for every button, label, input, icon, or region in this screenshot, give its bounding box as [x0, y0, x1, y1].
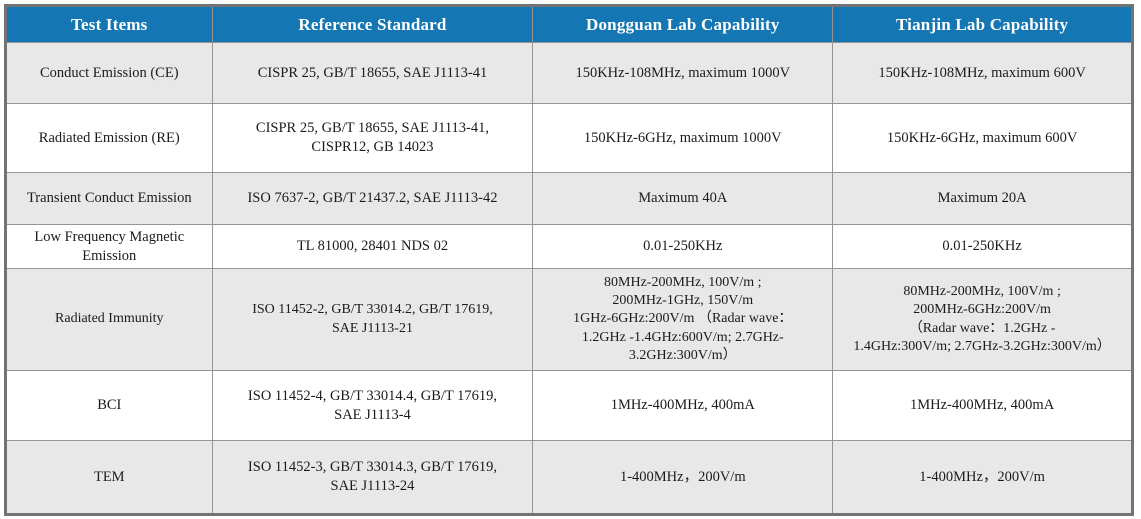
- column-header-test-items: Test Items: [5, 5, 213, 43]
- table-row-radiated-immunity: Radiated Immunity ISO 11452-2, GB/T 3301…: [5, 268, 1133, 371]
- cell-reference-standard: ISO 11452-2, GB/T 33014.2, GB/T 17619, S…: [211, 268, 534, 371]
- column-header-reference-standard: Reference Standard: [211, 5, 534, 43]
- cell-dongguan-capability: 80MHz-200MHz, 100V/m ; 200MHz-1GHz, 150V…: [532, 268, 834, 371]
- cell-dongguan-capability: 150KHz-108MHz, maximum 1000V: [532, 42, 834, 104]
- table-row-radiated-emission: Radiated Emission (RE) CISPR 25, GB/T 18…: [5, 103, 1133, 173]
- cell-tianjin-capability: 150KHz-108MHz, maximum 600V: [832, 42, 1133, 104]
- cell-reference-standard: TL 81000, 28401 NDS 02: [211, 224, 534, 269]
- emc-lab-capability-table: Test Items Reference Standard Dongguan L…: [4, 4, 1134, 516]
- cell-test-item: Conduct Emission (CE): [5, 42, 213, 104]
- cell-test-item: Radiated Immunity: [5, 268, 213, 371]
- cell-dongguan-capability: 1-400MHz，200V/m: [532, 440, 834, 515]
- cell-reference-standard: CISPR 25, GB/T 18655, SAE J1113-41, CISP…: [211, 103, 534, 173]
- cell-reference-standard: ISO 11452-4, GB/T 33014.4, GB/T 17619, S…: [211, 370, 534, 441]
- cell-tianjin-capability: 1-400MHz，200V/m: [832, 440, 1133, 515]
- table-header-row: Test Items Reference Standard Dongguan L…: [5, 5, 1133, 43]
- table-row-conduct-emission: Conduct Emission (CE) CISPR 25, GB/T 186…: [5, 42, 1133, 104]
- cell-test-item: BCI: [5, 370, 213, 441]
- column-header-tianjin-lab-capability: Tianjin Lab Capability: [832, 5, 1133, 43]
- table-row-tem: TEM ISO 11452-3, GB/T 33014.3, GB/T 1761…: [5, 440, 1133, 515]
- table-row-transient-conduct-emission: Transient Conduct Emission ISO 7637-2, G…: [5, 172, 1133, 225]
- cell-dongguan-capability: 1MHz-400MHz, 400mA: [532, 370, 834, 441]
- table-row-low-frequency-magnetic-emission: Low Frequency Magnetic Emission TL 81000…: [5, 224, 1133, 269]
- cell-dongguan-capability: Maximum 40A: [532, 172, 834, 225]
- cell-test-item: Radiated Emission (RE): [5, 103, 213, 173]
- cell-dongguan-capability: 150KHz-6GHz, maximum 1000V: [532, 103, 834, 173]
- cell-tianjin-capability: 80MHz-200MHz, 100V/m ; 200MHz-6GHz:200V/…: [832, 268, 1133, 371]
- cell-tianjin-capability: 0.01-250KHz: [832, 224, 1133, 269]
- cell-reference-standard: CISPR 25, GB/T 18655, SAE J1113-41: [211, 42, 534, 104]
- cell-test-item: Transient Conduct Emission: [5, 172, 213, 225]
- cell-test-item: Low Frequency Magnetic Emission: [5, 224, 213, 269]
- cell-tianjin-capability: 1MHz-400MHz, 400mA: [832, 370, 1133, 441]
- cell-reference-standard: ISO 11452-3, GB/T 33014.3, GB/T 17619, S…: [211, 440, 534, 515]
- cell-tianjin-capability: 150KHz-6GHz, maximum 600V: [832, 103, 1133, 173]
- table-row-bci: BCI ISO 11452-4, GB/T 33014.4, GB/T 1761…: [5, 370, 1133, 441]
- cell-reference-standard: ISO 7637-2, GB/T 21437.2, SAE J1113-42: [211, 172, 534, 225]
- cell-dongguan-capability: 0.01-250KHz: [532, 224, 834, 269]
- column-header-dongguan-lab-capability: Dongguan Lab Capability: [532, 5, 834, 43]
- cell-test-item: TEM: [5, 440, 213, 515]
- cell-tianjin-capability: Maximum 20A: [832, 172, 1133, 225]
